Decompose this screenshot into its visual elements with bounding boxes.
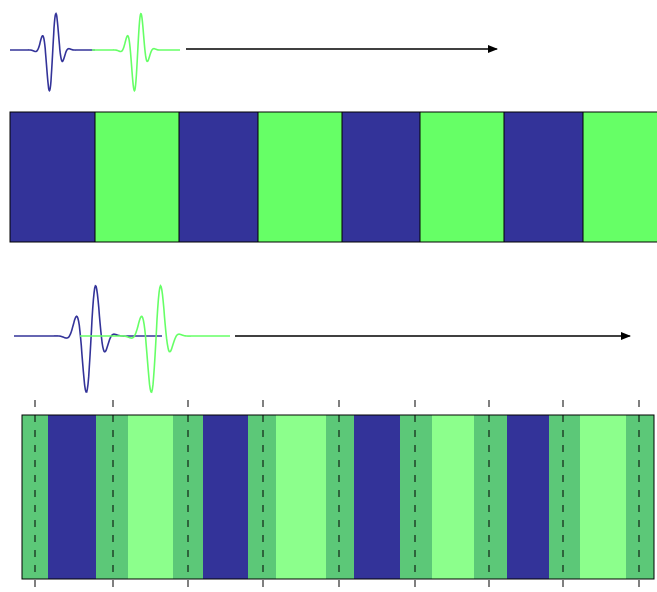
top-layer-blue — [9, 111, 96, 243]
top-layer-green — [94, 111, 180, 243]
top-wave-pulses — [10, 12, 180, 93]
bottom-layer-light_green — [128, 415, 173, 579]
bottom-layer-mid_green — [248, 415, 276, 579]
top-layer-green — [419, 111, 505, 243]
bottom-layer-blue — [354, 415, 400, 579]
bottom-layer-blue — [203, 415, 248, 579]
interface-dashed-lines — [34, 400, 640, 592]
bottom-bar-outline — [21, 414, 655, 580]
bottom-layer-mid_green — [474, 415, 507, 579]
bottom-wave-pulses — [14, 284, 230, 394]
bottom-layer-mid_green — [96, 415, 128, 579]
top-layered-bar — [9, 111, 657, 243]
top-layer-blue — [503, 111, 584, 243]
bottom-layer-light_green — [432, 415, 474, 579]
top-layer-blue — [341, 111, 421, 243]
top-wave-green — [92, 12, 180, 93]
bottom-layer-mid_green — [400, 415, 432, 579]
top-layer-green — [257, 111, 343, 243]
bottom-layer-blue — [507, 415, 549, 579]
bottom-layer-mid_green — [326, 415, 354, 579]
top-layer-blue — [178, 111, 259, 243]
bottom-layer-light_green — [276, 415, 326, 579]
bottom-wave-blue — [14, 284, 162, 393]
top-layer-green — [582, 111, 657, 243]
bottom-layer-blue — [48, 415, 96, 579]
bottom-layer-mid_green — [626, 415, 654, 579]
top-wave-blue — [10, 12, 95, 93]
bottom-layer-mid_green — [549, 415, 580, 579]
bottom-layered-bar — [21, 414, 655, 580]
bottom-layer-light_green — [580, 415, 626, 579]
bottom-wave-green — [80, 284, 230, 394]
